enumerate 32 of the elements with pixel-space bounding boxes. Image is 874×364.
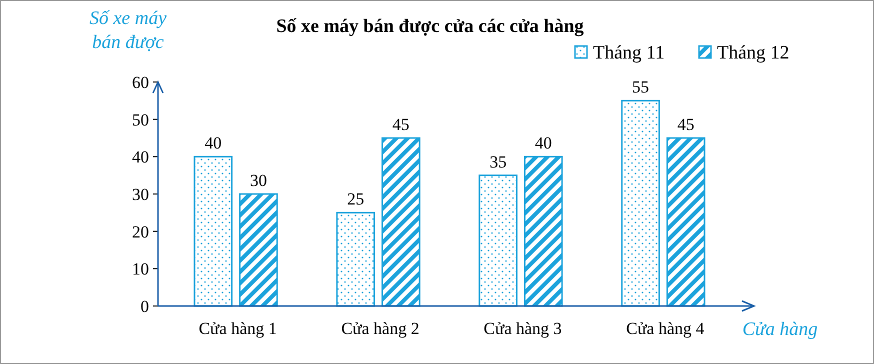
data-label: 40: [534, 134, 552, 153]
x-tick-label: Cửa hàng 2: [341, 319, 420, 338]
data-label: 40: [204, 134, 222, 153]
data-label: 45: [677, 115, 694, 134]
x-tick-label: Cửa hàng 3: [484, 319, 562, 338]
x-axis-title: Cửa hàng: [742, 319, 818, 340]
y-tick-label: 30: [132, 184, 149, 204]
bar: [336, 212, 376, 307]
bar: [382, 137, 420, 307]
data-label: 30: [250, 171, 267, 190]
bar: [478, 174, 518, 307]
y-axis-title: Số xe máy bán được: [89, 8, 168, 53]
bar: [621, 100, 660, 307]
bar: [239, 193, 278, 307]
data-label: 55: [632, 78, 650, 97]
y-tick-label: 50: [132, 110, 149, 130]
y-tick-label: 10: [132, 260, 149, 279]
y-tick-label: 40: [132, 148, 149, 167]
x-tick-label: Cửa hàng 1: [198, 319, 277, 338]
data-label: 35: [490, 152, 507, 172]
bar: [524, 156, 563, 307]
bar: [666, 137, 706, 307]
legend-label: Tháng 12: [717, 42, 790, 64]
data-label: 25: [347, 190, 364, 209]
bar: [194, 156, 233, 307]
chart-title: Số xe máy bán được cửa các cửa hàng: [276, 16, 584, 37]
y-tick-label: 60: [132, 72, 149, 92]
legend-label: Tháng 11: [593, 42, 665, 64]
data-label: 45: [392, 115, 410, 134]
x-tick-label: Cửa hàng 4: [626, 319, 705, 338]
y-tick-label: 0: [140, 296, 149, 316]
y-tick-label: 20: [132, 222, 149, 242]
